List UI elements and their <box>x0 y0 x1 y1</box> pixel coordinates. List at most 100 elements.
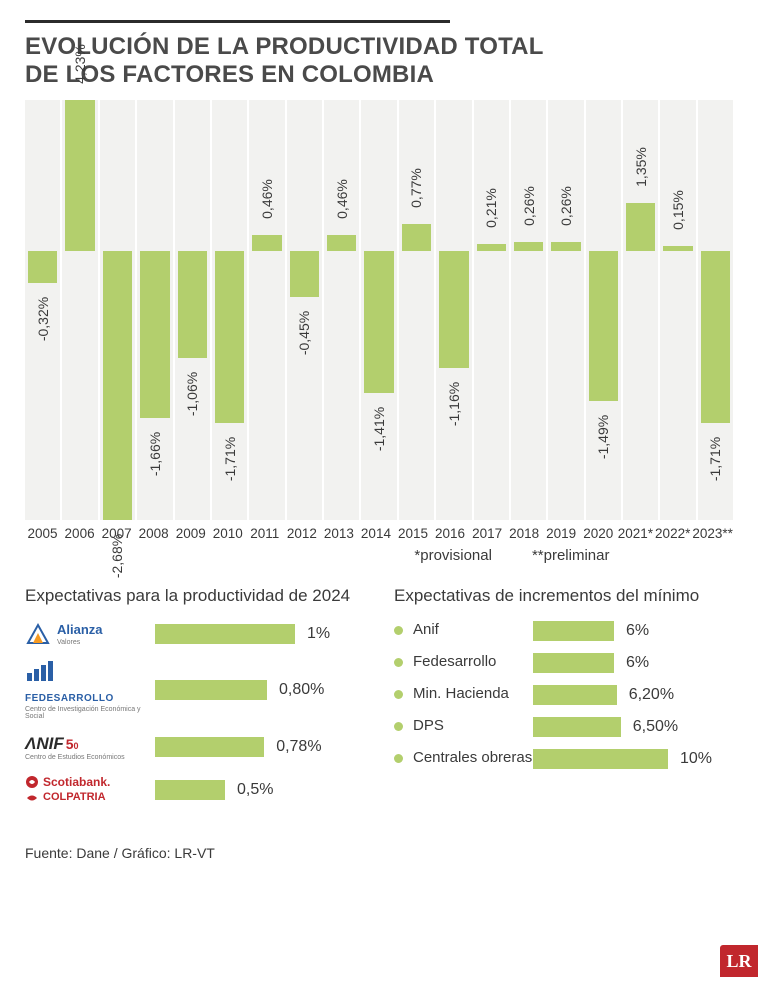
bullet-icon <box>394 722 403 731</box>
minimum-row: Anif 6% <box>394 621 733 641</box>
x-label: 2016 <box>433 526 468 541</box>
bar-column: 0,15% <box>660 100 695 520</box>
minimum-title: Expectativas de incrementos del mínimo <box>394 586 733 606</box>
bar-column: 0,46% <box>249 100 284 520</box>
hbar-value: 1% <box>307 625 330 643</box>
x-label: 2006 <box>62 526 97 541</box>
bar-column: 0,77% <box>399 100 434 520</box>
bar <box>215 251 244 423</box>
bullet-icon <box>394 754 403 763</box>
bar-value-label: -1,16% <box>446 382 462 426</box>
x-label: 2013 <box>321 526 356 541</box>
productivity-row: FEDESARROLLOCentro de Investigación Econ… <box>25 661 364 720</box>
lr-badge-icon: LR <box>720 945 758 977</box>
bar-value-label: 0,46% <box>334 179 350 219</box>
bar-column: 4,23% <box>62 100 97 520</box>
hbar <box>155 737 264 757</box>
bullet-icon <box>394 658 403 667</box>
hbar <box>533 653 614 673</box>
bar <box>252 235 281 251</box>
bar-value-label: 0,15% <box>670 190 686 230</box>
hbar <box>533 749 668 769</box>
bar-column: -1,66% <box>137 100 172 520</box>
hbar-wrap: 1% <box>155 624 364 644</box>
bar-value-label: -0,45% <box>296 310 312 354</box>
bar-column: 1,35% <box>623 100 658 520</box>
hbar-value: 6,50% <box>633 718 678 736</box>
hbar <box>155 680 267 700</box>
lower-panels: Expectativas para la productividad de 20… <box>25 586 733 818</box>
minimum-row: Fedesarrollo 6% <box>394 653 733 673</box>
bar-column: -1,71% <box>212 100 247 520</box>
minimum-row: Min. Hacienda6,20% <box>394 685 733 705</box>
bar <box>140 251 169 417</box>
bar <box>701 251 730 423</box>
bar-value-label: 0,46% <box>259 179 275 219</box>
bar <box>103 251 132 520</box>
minimum-label: Centrales obreras <box>413 750 533 767</box>
bar-column: -1,49% <box>586 100 621 520</box>
minimum-label: Min. Hacienda <box>413 686 533 703</box>
bar <box>178 251 207 357</box>
bar <box>439 251 468 367</box>
bar-column: 0,46% <box>324 100 359 520</box>
bar <box>589 251 618 400</box>
hbar-wrap: 0,78% <box>155 737 364 757</box>
main-bar-chart: -0,32% 4,23%-2,68% -1,66% -1,06% -1,71% 0,46%… <box>25 100 733 520</box>
bar-column: -0,32% <box>25 100 60 520</box>
org-logo: ΛNIF50Centro de Estudios Económicos <box>25 734 155 761</box>
bar <box>402 224 431 252</box>
bar-value-label: 0,26% <box>521 186 537 226</box>
bar-value-label: 0,21% <box>483 188 499 228</box>
bar <box>65 100 94 251</box>
minimum-label: Anif <box>413 622 533 639</box>
org-logo: FEDESARROLLOCentro de Investigación Econ… <box>25 661 155 720</box>
productivity-row: ΛNIF50Centro de Estudios Económicos 0,78% <box>25 734 364 761</box>
bar-column: 0,26% <box>511 100 546 520</box>
hbar-wrap: 0,5% <box>155 780 364 800</box>
bar-value-label: -1,06% <box>184 372 200 416</box>
org-logo: Scotiabank. COLPATRIA <box>25 775 155 805</box>
hbar-value: 0,5% <box>237 781 273 799</box>
bar-column: -1,16% <box>436 100 471 520</box>
bar-value-label: 1,35% <box>633 147 649 187</box>
hbar-wrap: 6,50% <box>533 717 733 737</box>
bar-column: 0,21% <box>474 100 509 520</box>
bar-value-label: 4,23% <box>72 44 88 84</box>
hbar-value: 0,78% <box>276 738 321 756</box>
hbar-value: 0,80% <box>279 681 324 699</box>
bar-value-label: 0,26% <box>558 186 574 226</box>
x-label: 2018 <box>507 526 542 541</box>
productivity-rows: AlianzaValores1% FEDESARROLLOCentro de I… <box>25 621 364 805</box>
x-label: 2011 <box>247 526 282 541</box>
x-label: 2008 <box>136 526 171 541</box>
bar <box>551 242 580 251</box>
x-label: 2010 <box>210 526 245 541</box>
hbar <box>155 624 295 644</box>
bar <box>626 203 655 251</box>
x-label: 2019 <box>544 526 579 541</box>
hbar-wrap: 6,20% <box>533 685 733 705</box>
productivity-panel: Expectativas para la productividad de 20… <box>25 586 364 818</box>
hbar-wrap: 10% <box>533 749 733 769</box>
minimum-label: Fedesarrollo <box>413 654 533 671</box>
bar-value-label: 0,77% <box>408 168 424 208</box>
hbar-wrap: 6% <box>533 653 733 673</box>
bar-column: 0,26% <box>548 100 583 520</box>
bar <box>364 251 393 392</box>
productivity-row: Scotiabank. COLPATRIA 0,5% <box>25 775 364 805</box>
bar-column: -2,68% <box>100 100 135 520</box>
hbar-value: 6% <box>626 654 649 672</box>
bar-column: -1,41% <box>361 100 396 520</box>
x-label: 2015 <box>395 526 430 541</box>
x-label: 2022* <box>655 526 690 541</box>
x-label: 2005 <box>25 526 60 541</box>
minimum-row: DPS6,50% <box>394 717 733 737</box>
bullet-icon <box>394 690 403 699</box>
bar-value-label: -0,32% <box>35 297 51 341</box>
bar <box>514 242 543 251</box>
hbar-value: 6% <box>626 622 649 640</box>
x-axis-labels: 2005200620072008200920102011201220132014… <box>25 526 733 541</box>
bar-value-label: -1,66% <box>147 432 163 476</box>
hbar <box>533 621 614 641</box>
